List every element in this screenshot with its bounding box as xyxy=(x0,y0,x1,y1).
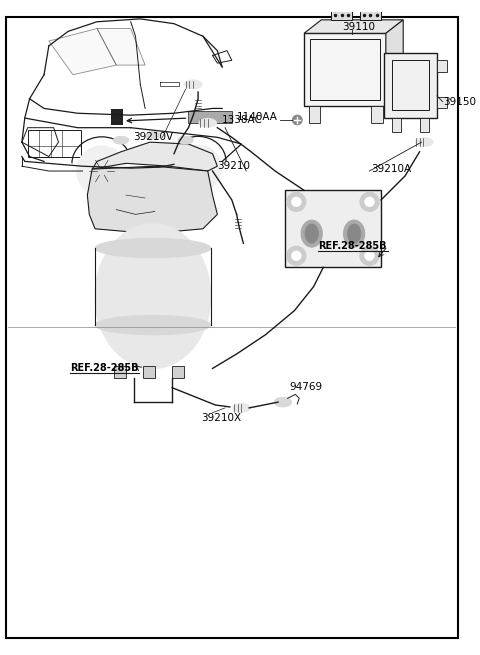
Bar xyxy=(310,39,380,100)
Text: 39210A: 39210A xyxy=(372,164,411,174)
Bar xyxy=(285,191,381,267)
Circle shape xyxy=(365,251,374,261)
Bar xyxy=(143,367,155,378)
Bar xyxy=(437,60,446,72)
Circle shape xyxy=(175,145,221,191)
Text: REF.28-285B: REF.28-285B xyxy=(70,364,139,373)
Ellipse shape xyxy=(113,136,129,144)
Ellipse shape xyxy=(185,80,202,88)
Bar xyxy=(331,10,352,20)
Bar xyxy=(437,97,446,109)
Polygon shape xyxy=(49,29,116,75)
Ellipse shape xyxy=(416,138,433,147)
Ellipse shape xyxy=(145,132,160,140)
Text: 39150: 39150 xyxy=(444,97,477,107)
Ellipse shape xyxy=(199,119,216,127)
Bar xyxy=(111,109,123,125)
Text: 39210: 39210 xyxy=(217,161,251,171)
Circle shape xyxy=(287,246,306,265)
Bar xyxy=(392,118,401,132)
Text: 39110: 39110 xyxy=(343,22,375,31)
Text: 1140AA: 1140AA xyxy=(237,112,277,122)
Polygon shape xyxy=(304,20,403,33)
Polygon shape xyxy=(189,111,232,123)
Bar xyxy=(420,118,429,132)
Ellipse shape xyxy=(95,238,211,257)
Bar xyxy=(384,52,437,118)
Bar xyxy=(114,367,126,378)
Bar xyxy=(360,10,381,20)
Circle shape xyxy=(291,197,301,206)
Text: 1338AC: 1338AC xyxy=(222,115,263,125)
Circle shape xyxy=(360,192,379,212)
Ellipse shape xyxy=(348,224,361,243)
Circle shape xyxy=(365,197,374,206)
Bar xyxy=(172,367,184,378)
Ellipse shape xyxy=(301,220,322,247)
Bar xyxy=(392,60,429,110)
Bar xyxy=(304,33,386,105)
Ellipse shape xyxy=(178,136,193,144)
Ellipse shape xyxy=(274,398,291,407)
Ellipse shape xyxy=(233,403,250,412)
Polygon shape xyxy=(92,142,217,171)
Circle shape xyxy=(97,166,107,176)
Ellipse shape xyxy=(95,224,211,368)
Ellipse shape xyxy=(95,316,211,335)
Ellipse shape xyxy=(344,220,365,247)
Circle shape xyxy=(292,115,302,125)
Circle shape xyxy=(291,251,301,261)
Bar xyxy=(28,130,81,157)
Text: 94769: 94769 xyxy=(289,382,323,392)
Circle shape xyxy=(287,192,306,212)
Circle shape xyxy=(77,146,127,196)
Text: 39210V: 39210V xyxy=(133,132,174,142)
Polygon shape xyxy=(97,29,145,65)
Bar xyxy=(309,105,320,123)
Text: 39210X: 39210X xyxy=(201,413,241,424)
Polygon shape xyxy=(87,166,217,234)
Text: REF.28-285B: REF.28-285B xyxy=(318,241,387,251)
Ellipse shape xyxy=(305,224,318,243)
Bar xyxy=(372,105,383,123)
Circle shape xyxy=(360,246,379,265)
Polygon shape xyxy=(386,20,403,105)
